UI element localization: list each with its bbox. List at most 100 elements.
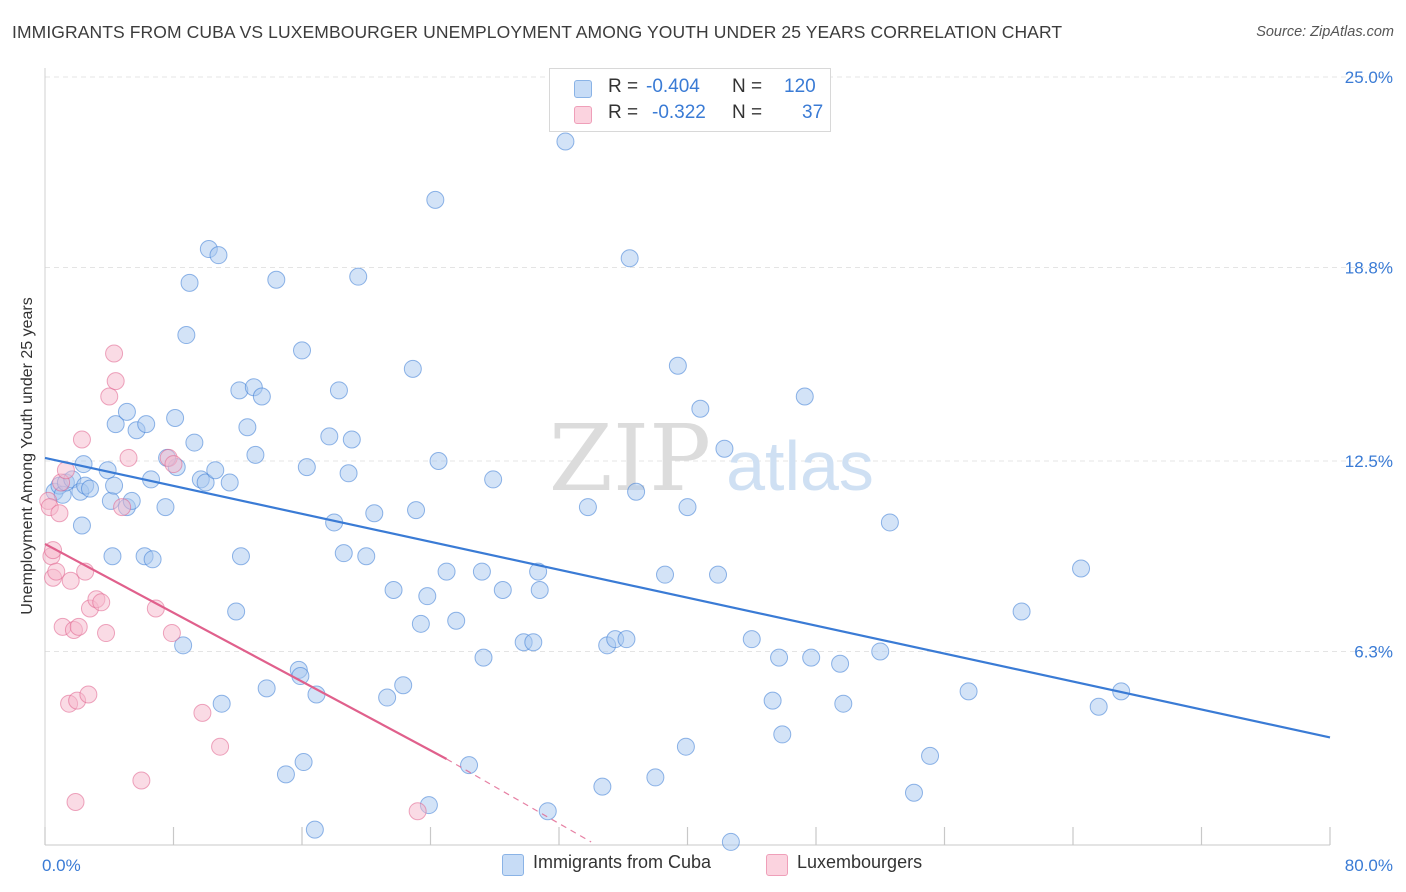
point-cuba <box>334 544 353 563</box>
point-cuba <box>394 676 413 695</box>
point-cuba <box>418 587 437 606</box>
point-cuba <box>763 691 782 710</box>
point-cuba <box>1012 602 1031 621</box>
point-cuba <box>143 550 162 569</box>
point-cuba <box>530 581 549 600</box>
point-cuba <box>1072 559 1091 578</box>
point-luxembourgers <box>408 802 427 821</box>
point-cuba <box>117 402 136 421</box>
point-cuba <box>1089 697 1108 716</box>
correlation-stats-box: R = -0.404 N = 120 R = -0.322 N = 37 <box>549 68 831 132</box>
stat-n-value: 120 <box>784 76 816 97</box>
point-cuba <box>538 802 557 821</box>
legend-swatch-cuba <box>502 854 524 876</box>
point-cuba <box>529 562 548 581</box>
point-cuba <box>407 501 426 520</box>
source-label: Source: ZipAtlas.com <box>1256 24 1394 40</box>
point-cuba <box>72 516 91 535</box>
point-cuba <box>959 682 978 701</box>
point-cuba <box>166 408 185 427</box>
point-cuba <box>185 433 204 452</box>
y-tick-label: 6.3% <box>1354 642 1393 661</box>
point-cuba <box>80 479 99 498</box>
point-luxembourgers <box>105 344 124 363</box>
point-cuba <box>668 356 687 375</box>
point-cuba <box>196 473 215 492</box>
point-cuba <box>246 445 265 464</box>
point-cuba <box>357 547 376 566</box>
point-cuba <box>231 547 250 566</box>
point-cuba <box>156 498 175 517</box>
point-cuba <box>524 633 543 652</box>
point-cuba <box>831 654 850 673</box>
point-luxembourgers <box>92 593 111 612</box>
point-cuba <box>795 387 814 406</box>
point-cuba <box>206 461 225 480</box>
point-cuba <box>238 418 257 437</box>
point-luxembourgers <box>164 455 183 474</box>
point-luxembourgers <box>47 562 66 581</box>
point-cuba <box>880 513 899 532</box>
point-cuba <box>429 452 448 470</box>
legend-label: Immigrants from Cuba <box>533 852 712 872</box>
point-cuba <box>174 636 193 655</box>
point-cuba <box>257 679 276 698</box>
point-cuba <box>384 581 403 600</box>
point-luxembourgers <box>79 685 98 704</box>
tick-labels: 6.3% 12.5% 18.8% 25.0% 0.0% 80.0% <box>42 68 1393 875</box>
point-cuba <box>871 642 890 661</box>
stat-n-value: 37 <box>802 102 824 123</box>
point-cuba <box>227 602 246 621</box>
point-cuba <box>921 746 940 765</box>
point-cuba <box>656 565 675 584</box>
stat-swatch-luxembourgers <box>574 106 592 124</box>
point-cuba <box>411 614 430 633</box>
point-cuba <box>105 476 124 495</box>
legend-label: Luxembourgers <box>797 852 923 872</box>
point-luxembourgers <box>61 571 80 590</box>
y-tick-label: 12.5% <box>1345 452 1393 471</box>
point-cuba <box>365 504 384 523</box>
stat-n-label: N = <box>732 76 763 97</box>
point-cuba <box>620 249 639 268</box>
point-cuba <box>715 439 734 458</box>
y-axis-label: Unemployment Among Youth under 25 years <box>19 297 36 615</box>
point-cuba <box>556 132 575 151</box>
point-cuba <box>474 648 493 667</box>
point-cuba <box>267 270 286 289</box>
point-cuba <box>593 777 612 796</box>
point-luxembourgers <box>97 624 116 643</box>
point-cuba <box>297 458 316 477</box>
axes <box>44 68 1331 846</box>
stat-n-label: N = <box>732 102 763 123</box>
point-cuba <box>646 768 665 787</box>
point-cuba <box>320 427 339 446</box>
point-luxembourgers <box>132 771 151 790</box>
y-tick-label: 18.8% <box>1345 258 1393 277</box>
stat-r-value: -0.322 <box>652 102 706 123</box>
point-cuba <box>578 498 597 517</box>
x-tick-label-min: 0.0% <box>42 856 81 875</box>
point-luxembourgers <box>66 792 85 811</box>
watermark: ZIP atlas <box>549 405 874 512</box>
trend-line-luxembourgers <box>44 542 448 760</box>
series-cuba-points <box>45 132 1131 851</box>
trend-extension-luxembourgers <box>446 758 592 843</box>
stat-r-label: R = <box>608 102 639 123</box>
point-cuba <box>802 648 821 667</box>
point-cuba <box>339 464 358 483</box>
point-cuba <box>426 190 445 209</box>
point-luxembourgers <box>100 387 119 406</box>
point-cuba <box>212 694 231 713</box>
stat-r-label: R = <box>608 76 639 97</box>
point-cuba <box>220 473 239 492</box>
point-cuba <box>484 470 503 489</box>
point-cuba <box>177 326 196 345</box>
point-cuba <box>742 630 761 649</box>
trend-lines <box>44 456 1331 843</box>
point-cuba <box>904 783 923 802</box>
point-cuba <box>676 737 695 756</box>
point-cuba <box>834 694 853 713</box>
point-cuba <box>106 415 125 434</box>
